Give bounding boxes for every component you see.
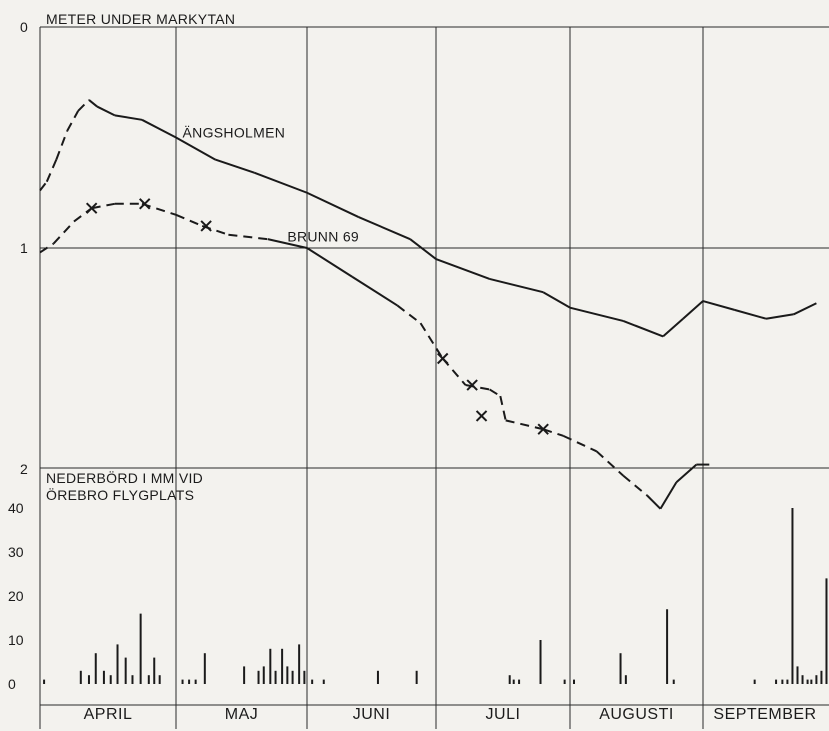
- series-segment-brunn-69: [675, 463, 698, 484]
- series-segment-brunn-69: [91, 202, 115, 210]
- series-segment-angsholmen: [409, 238, 437, 260]
- series-segment-brunn-69: [52, 220, 75, 245]
- precip-tick-label: 40: [8, 500, 24, 516]
- observation-marker-x: [436, 352, 449, 365]
- observation-marker-x: [85, 202, 98, 214]
- month-label: JULI: [486, 706, 521, 723]
- precip-tick-label: 20: [8, 588, 24, 604]
- series-segment-angsholmen: [569, 306, 624, 322]
- series-segment-angsholmen: [622, 319, 664, 338]
- series-segment-brunn-69: [419, 322, 444, 360]
- series-segment-brunn-69: [505, 419, 544, 431]
- series-segment-angsholmen: [214, 158, 255, 174]
- series-segment-brunn-69: [562, 434, 598, 453]
- series-segment-angsholmen: [682, 300, 704, 320]
- series-segment-angsholmen: [435, 258, 490, 280]
- observation-marker-x: [139, 198, 151, 210]
- series-segment-angsholmen: [55, 130, 69, 160]
- depth-axis-ticks: 0 1 2: [20, 19, 28, 477]
- marker-stroke: [537, 423, 549, 435]
- month-label: MAJ: [225, 706, 259, 723]
- series-segment-angsholmen: [254, 171, 308, 194]
- month-labels: APRIL MAJ JUNI JULI AUGUSTI SEPTEMBER: [84, 706, 816, 723]
- series-segment-brunn-69: [175, 213, 203, 227]
- marker-stroke: [436, 352, 449, 365]
- series-segment-angsholmen: [489, 277, 544, 294]
- series-segment-brunn-69: [39, 242, 55, 254]
- series-segment-angsholmen: [358, 216, 411, 241]
- series-segment-angsholmen: [77, 99, 90, 112]
- month-label: APRIL: [84, 706, 133, 723]
- marker-stroke: [475, 410, 488, 422]
- series-segment-angsholmen: [542, 291, 571, 309]
- series-segment-brunn-69: [396, 304, 422, 324]
- precip-tick-label: 10: [8, 632, 24, 648]
- marker-stroke: [466, 379, 478, 391]
- series-segment-angsholmen: [765, 313, 794, 320]
- series-segment-angsholmen: [793, 302, 817, 316]
- series-segment-brunn-69: [659, 481, 678, 510]
- series-segment-angsholmen: [66, 110, 79, 132]
- series-segment-brunn-69: [267, 238, 308, 249]
- month-label: AUGUSTI: [599, 706, 674, 723]
- series-segment-angsholmen: [306, 191, 360, 218]
- precip-tick-label: 0: [8, 676, 16, 692]
- depth-axis-title: METER UNDER MARKYTAN: [46, 11, 235, 27]
- precip-axis-ticks: 0 10 20 30 40: [8, 500, 24, 692]
- month-label: JUNI: [353, 706, 391, 723]
- depth-tick-label: 0: [20, 19, 28, 35]
- series-segment-brunn-69: [228, 233, 268, 241]
- depth-tick-label: 1: [20, 240, 28, 256]
- precip-title-line-1: NEDERBÖRD I MM VID: [46, 469, 203, 486]
- series-segment-brunn-69: [465, 384, 490, 391]
- depth-tick-label: 2: [20, 461, 28, 477]
- series-segment-angsholmen: [96, 105, 116, 117]
- observation-marker-x: [466, 379, 478, 391]
- series-segment-angsholmen: [88, 99, 98, 108]
- series-label-angsholmen: ÄNGSHOLMEN: [183, 125, 286, 141]
- series-segment-angsholmen: [141, 118, 177, 139]
- series-segment-brunn-69: [542, 428, 564, 437]
- observation-marker-x: [537, 423, 549, 435]
- series-segment-brunn-69: [646, 494, 662, 510]
- month-label: SEPTEMBER: [713, 706, 816, 723]
- series-segment-brunn-69: [351, 275, 398, 307]
- marker-stroke: [85, 202, 98, 214]
- series-labels: ÄNGSHOLMEN BRUNN 69: [183, 125, 359, 245]
- series-segment-angsholmen: [45, 159, 58, 183]
- chart-grid: [39, 26, 829, 729]
- series-segment-angsholmen: [702, 300, 735, 311]
- series-segment-angsholmen: [114, 114, 143, 121]
- observation-marker-x: [475, 410, 488, 422]
- observation-marker-x: [200, 220, 212, 232]
- precip-tick-label: 30: [8, 544, 24, 560]
- series-segment-angsholmen: [39, 181, 48, 192]
- series-segment-brunn-69: [489, 388, 501, 397]
- precipitation-bars: [43, 508, 828, 684]
- precip-title-line-2: ÖREBRO FLYGPLATS: [46, 486, 194, 503]
- marker-stroke: [139, 198, 151, 210]
- series-segment-brunn-69: [306, 247, 353, 278]
- series-segment-brunn-69: [622, 474, 648, 497]
- series-segment-angsholmen: [734, 308, 767, 320]
- marker-stroke: [200, 220, 212, 232]
- series-label-brunn-69: BRUNN 69: [287, 228, 359, 244]
- series-segment-brunn-69: [595, 450, 624, 477]
- depth-series: [39, 99, 817, 510]
- series-segment-angsholmen: [662, 317, 684, 338]
- series-segment-angsholmen: [175, 136, 216, 161]
- observation-markers: [85, 198, 549, 435]
- series-segment-brunn-69: [499, 395, 507, 421]
